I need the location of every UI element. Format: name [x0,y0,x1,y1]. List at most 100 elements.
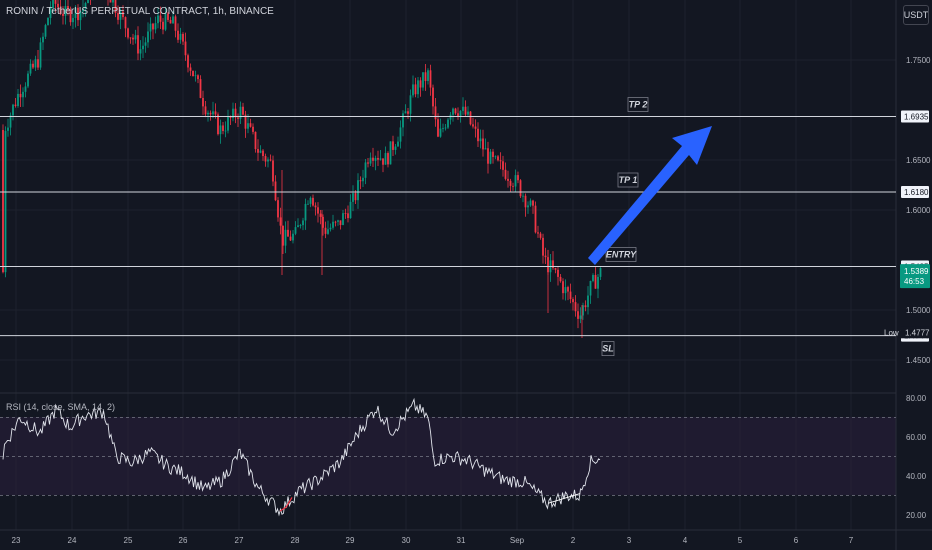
price-tick: 1.5000 [906,306,931,315]
level-price-box [901,110,929,123]
candle-body [87,0,89,4]
candle-body [484,148,487,150]
candle-body [539,233,542,238]
candle-body [177,30,179,40]
candle-body [84,3,87,9]
candle-body [222,125,224,132]
candle-body [229,116,232,118]
candle-body [242,106,244,115]
candle-body [514,175,517,187]
candle-body [322,216,324,228]
level-tag-sl: SL [602,344,614,354]
candle-body [392,141,394,150]
candle-body [47,18,49,26]
candle-body [172,16,174,24]
candle-body [34,59,37,68]
candle-body [584,305,587,308]
candle-body [444,127,447,129]
candle-body [347,213,349,219]
price-tick: 1.4500 [906,356,931,365]
candle-body [49,8,52,19]
candle-body [317,207,319,214]
candle-body [457,113,459,117]
rsi-divergence-line [547,493,581,504]
bar-countdown: 46:53 [904,277,925,286]
candle-body [142,45,144,50]
candle-body [387,153,389,165]
candle-body [487,148,489,164]
candle-body [54,0,57,4]
candle-body [134,35,137,40]
time-tick: 31 [457,536,466,545]
candle-body [234,108,237,118]
candle-body [409,95,412,114]
low-price-box [901,326,929,339]
candle-body [37,59,39,68]
candle-body [339,220,342,225]
candle-body [404,111,407,114]
symbol-title: RONIN / TetherUS PERPETUAL CONTRACT, 1h,… [6,6,274,17]
candle-body [412,84,414,96]
candle-body [124,17,127,29]
rsi-tick: 40.00 [906,472,927,481]
time-tick: 29 [346,536,355,545]
candle-body [424,72,427,82]
candle-body [309,197,312,204]
candle-body [212,111,214,115]
candle-body [472,124,474,127]
candle-body [482,138,484,150]
candle-body [359,180,362,182]
candle-body [302,220,304,226]
candle-body [324,227,327,234]
candle-body [169,19,172,24]
level-price-box [901,186,929,198]
candle-body [114,0,117,14]
candle-body [507,178,509,181]
candle-body [382,158,384,165]
candle-body [434,106,437,120]
candle-body [442,128,444,129]
arrow-shape [588,126,712,265]
candle-body [407,111,409,114]
candle-body [237,117,239,119]
candle-body [417,80,419,95]
candle-body [59,7,62,14]
level-tag-box [605,247,637,262]
candles [2,0,602,338]
candle-body [204,106,207,115]
candle-body [369,157,372,164]
candle-body [582,305,584,316]
candle-body [449,114,452,120]
level-tag-box [627,97,649,112]
candle-body [559,276,562,282]
candle-body [292,233,294,241]
rsi-indicator-title[interactable]: RSI (14, close, SMA, 14, 2) [6,402,116,412]
candle-body [544,255,547,258]
candle-body [357,180,359,201]
candle-body [239,106,242,119]
time-tick: Sep [510,536,525,545]
candle-body [74,7,77,18]
candle-body [139,49,142,54]
candle-body [469,111,472,125]
candle-body [162,21,164,30]
candle-body [497,156,499,161]
candle-body [327,229,329,234]
time-axis: 23 24 25 26 27 28 29 30 31 Sep 2 3 4 5 6 7 [0,529,932,545]
candle-body [247,123,249,129]
candle-body [52,0,54,9]
candle-body [527,205,529,208]
candle-body [117,13,119,20]
candle-body [257,149,259,153]
candle-body [167,13,169,20]
candle-body [522,195,524,197]
candle-body [297,225,299,228]
level-price-label: 1.6935 [904,113,929,122]
low-price-value: 1.4777 [905,328,930,337]
candle-body [262,150,264,157]
rsi-oversold-segment [279,497,293,512]
rsi-line [2,397,601,517]
currency-button[interactable]: USDT [903,5,929,25]
candle-body [349,201,352,219]
